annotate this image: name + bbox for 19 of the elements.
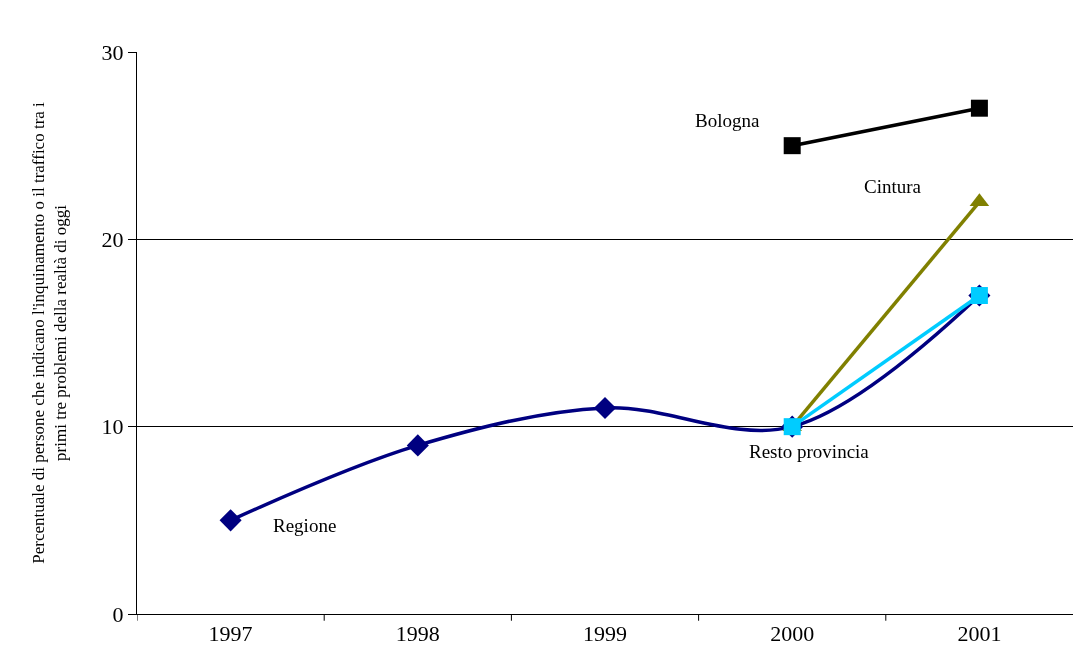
x-tick-label: 1997 — [208, 621, 253, 647]
series-label: Bologna — [695, 110, 760, 131]
point — [219, 509, 242, 532]
y-axis-title: Percentuale di persone che indicano l'inquinamento o il traffico tra i primi tre problemi della realtà di oggi — [29, 101, 71, 564]
point — [783, 137, 801, 155]
x-tick-label: 1998 — [395, 621, 440, 647]
point — [970, 99, 988, 117]
x-tick-label: 1999 — [583, 621, 627, 647]
point — [406, 434, 429, 457]
y-tick-label: 10 — [101, 414, 124, 440]
text: Cintura — [864, 176, 922, 197]
y-tick-label: 0 — [112, 601, 124, 627]
x-tick-label: 2000 — [770, 621, 815, 647]
y-tick-label: 20 — [101, 227, 124, 253]
y-tick-label: 30 — [101, 39, 124, 65]
series-label: Regione — [273, 515, 337, 536]
point — [593, 396, 617, 419]
x-tick-label: 2001 — [957, 621, 1002, 647]
series-label: Resto provincia — [749, 441, 870, 462]
